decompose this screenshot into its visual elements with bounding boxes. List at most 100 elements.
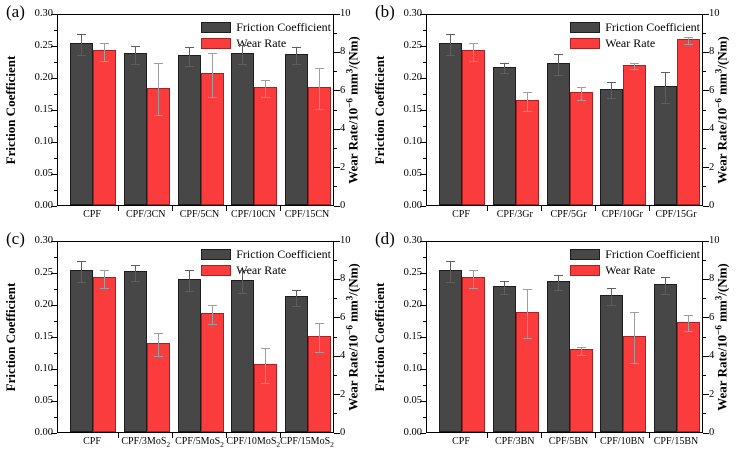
- wear-bar: [200, 312, 224, 432]
- y-right-tick-label: 10: [709, 8, 720, 19]
- y-right-major-tick: [703, 90, 709, 92]
- x-boundary-tick: [118, 206, 120, 211]
- error-bar-line: [104, 43, 105, 62]
- y-left-tick-label: 0.30: [403, 8, 422, 19]
- y-right-major-tick: [703, 167, 709, 169]
- panel-label: (a): [6, 2, 25, 21]
- y-left-major-tick: [420, 173, 426, 175]
- y-left-tick-label: 0.25: [403, 40, 422, 51]
- error-bar-cap: [77, 34, 86, 36]
- friction-bar: [546, 62, 570, 205]
- plot-area: Friction Coefficient Wear Rate: [426, 14, 703, 206]
- chart-panel: (c) Friction Coefficient Wear Rate/10−6 …: [0, 227, 369, 453]
- y-left-minor-tick: [423, 157, 426, 159]
- y-left-minor-tick: [423, 416, 426, 418]
- legend-swatch-wear: [201, 265, 232, 276]
- legend: Friction Coefficient Wear Rate: [201, 248, 331, 277]
- category-label: CPF/15BN: [653, 436, 699, 447]
- error-bar-cap: [684, 44, 693, 46]
- chart-panel: (a) Friction Coefficient Wear Rate/10−6 …: [0, 0, 369, 226]
- friction-bar: [439, 270, 462, 432]
- y-left-minor-tick: [423, 125, 426, 127]
- error-bar-cap: [207, 52, 217, 54]
- y-right-major-tick: [334, 317, 340, 319]
- friction-bar: [177, 54, 201, 205]
- error-bar-line: [580, 87, 582, 101]
- y-right-tick-label: 2: [340, 388, 346, 400]
- error-bar-cap: [238, 63, 248, 65]
- error-bar-line: [81, 261, 82, 283]
- error-bar-cap: [184, 270, 194, 272]
- error-bar-cap: [576, 86, 586, 88]
- error-bar-cap: [207, 304, 217, 306]
- legend-item: Wear Rate: [570, 264, 700, 277]
- error-bar-cap: [576, 347, 586, 349]
- y-left-major-tick: [51, 13, 57, 15]
- wear-bar: [254, 86, 278, 205]
- error-bar-cap: [238, 44, 248, 46]
- error-bar-cap: [153, 63, 163, 65]
- error-bar-cap: [100, 60, 109, 62]
- y-left-tick-label: 0.00: [403, 200, 422, 211]
- error-bar-line: [611, 288, 613, 306]
- y-left-tick-label: 0.00: [34, 200, 53, 211]
- y-left-tick-label: 0.10: [34, 136, 53, 147]
- y-right-minor-tick: [334, 413, 337, 415]
- error-bar-line: [157, 333, 159, 357]
- y-left-major-tick: [51, 45, 57, 47]
- y-right-major-tick: [334, 13, 340, 15]
- category-label: CPF: [83, 209, 101, 220]
- panel-label: (d): [375, 229, 395, 248]
- y-left-minor-tick: [423, 352, 426, 354]
- y-left-major-tick: [420, 141, 426, 143]
- error-bar-cap: [77, 54, 86, 56]
- y-left-major-tick: [420, 272, 426, 274]
- error-bar-cap: [100, 43, 109, 45]
- error-bar-line: [503, 281, 505, 295]
- y-left-minor-tick: [54, 61, 57, 63]
- friction-bar: [546, 280, 570, 432]
- y-left-tick-label: 0.30: [403, 235, 422, 246]
- legend-label: Wear Rate: [236, 263, 287, 277]
- error-bar-cap: [130, 264, 140, 266]
- error-bar-cap: [684, 36, 693, 38]
- error-bar-cap: [499, 293, 509, 295]
- y-left-tick-label: 0.05: [403, 395, 422, 406]
- wear-bar: [677, 321, 700, 432]
- y-right-minor-tick: [703, 186, 706, 188]
- legend-label: Friction Coefficient: [605, 247, 700, 261]
- x-boundary-tick: [172, 206, 174, 211]
- y-left-tick-label: 0.20: [34, 299, 53, 310]
- y-left-minor-tick: [54, 93, 57, 95]
- error-bar-cap: [446, 261, 455, 263]
- x-boundary-tick: [487, 206, 489, 211]
- friction-bar: [123, 53, 147, 205]
- error-bar-cap: [292, 64, 301, 66]
- y-left-major-tick: [51, 304, 57, 306]
- error-bar-cap: [607, 98, 617, 100]
- error-bar-cap: [630, 69, 640, 71]
- y-right-minor-tick: [703, 413, 706, 415]
- legend-label: Wear Rate: [605, 263, 656, 277]
- category-label: CPF: [83, 436, 101, 447]
- error-bar-cap: [661, 293, 670, 295]
- error-bar-line: [688, 37, 689, 45]
- friction-bar: [285, 53, 308, 205]
- y-right-tick-label: 2: [709, 388, 715, 400]
- y-left-tick-label: 0.00: [34, 427, 53, 438]
- y-right-minor-tick: [334, 259, 337, 261]
- error-bar-cap: [238, 269, 248, 271]
- x-boundary-tick: [541, 433, 543, 438]
- error-bar-line: [319, 323, 320, 353]
- error-bar-line: [211, 305, 213, 325]
- y-right-minor-tick: [703, 109, 706, 111]
- error-bar-cap: [553, 275, 563, 277]
- error-bar-cap: [153, 332, 163, 334]
- y-right-tick-label: 6: [340, 84, 346, 96]
- friction-bar: [70, 43, 93, 205]
- y-left-major-tick: [51, 272, 57, 274]
- plot-area: Friction Coefficient Wear Rate: [57, 14, 334, 206]
- y-left-tick-label: 0.30: [34, 235, 53, 246]
- friction-bar: [600, 295, 624, 432]
